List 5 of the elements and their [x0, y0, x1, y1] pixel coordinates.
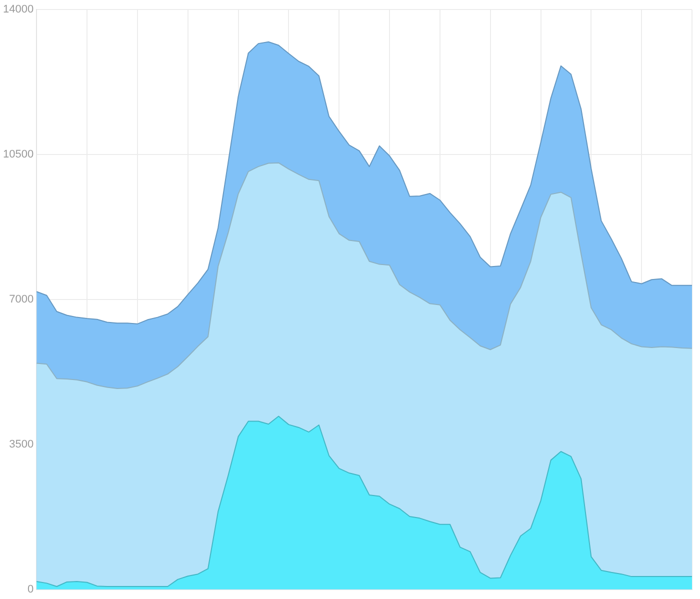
y-tick-label: 14000: [2, 4, 34, 16]
y-tick-label: 7000: [9, 294, 34, 306]
y-tick-label: 3500: [9, 438, 34, 450]
y-tick-label: 0: [27, 583, 34, 596]
y-tick-label: 10500: [2, 148, 34, 161]
